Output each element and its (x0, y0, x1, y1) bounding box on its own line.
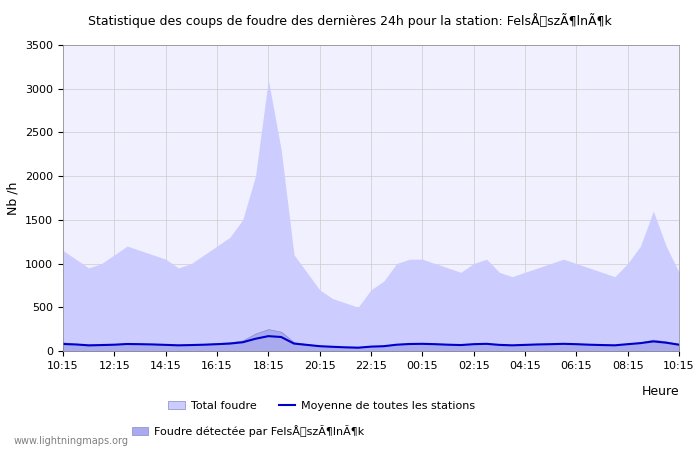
Moyenne de toutes les stations (418, 341, 426, 346)
Moyenne de toutes les stations (559, 341, 568, 346)
Moyenne de toutes les stations (470, 342, 478, 347)
Text: Statistique des coups de foudre des dernières 24h pour la station: FelsÅszÃ¶lnÃ: Statistique des coups de foudre des dern… (88, 14, 612, 28)
Moyenne de toutes les stations (316, 343, 324, 349)
Moyenne de toutes les stations (174, 342, 183, 348)
Moyenne de toutes les stations (482, 341, 491, 346)
Moyenne de toutes les stations (495, 342, 503, 347)
Moyenne de toutes les stations (239, 340, 247, 345)
Legend: Foudre détectée par FelsÅszÃ¶lnÃ¶k: Foudre détectée par FelsÅszÃ¶lnÃ¶k (127, 421, 368, 441)
Moyenne de toutes les stations (302, 342, 311, 347)
Moyenne de toutes les stations (456, 342, 465, 348)
Moyenne de toutes les stations (610, 342, 619, 348)
Moyenne de toutes les stations (148, 342, 157, 347)
Moyenne de toutes les stations (110, 342, 118, 347)
Moyenne de toutes les stations (533, 342, 542, 347)
Moyenne de toutes les stations (431, 342, 440, 347)
Moyenne de toutes les stations (636, 341, 645, 346)
Moyenne de toutes les stations (59, 341, 67, 346)
Moyenne de toutes les stations (367, 344, 375, 349)
Moyenne de toutes les stations (379, 343, 388, 349)
Moyenne de toutes les stations (662, 340, 671, 346)
Moyenne de toutes les stations (136, 342, 144, 347)
Moyenne de toutes les stations (277, 334, 286, 340)
Moyenne de toutes les stations (187, 342, 195, 348)
Moyenne de toutes les stations (328, 344, 337, 350)
Moyenne de toutes les stations (649, 339, 657, 344)
Moyenne de toutes les stations (547, 342, 555, 347)
Moyenne de toutes les stations (508, 342, 517, 348)
Y-axis label: Nb /h: Nb /h (6, 181, 20, 215)
Moyenne de toutes les stations (290, 341, 298, 346)
Moyenne de toutes les stations (585, 342, 594, 347)
Text: www.lightningmaps.org: www.lightningmaps.org (14, 436, 129, 446)
Moyenne de toutes les stations (572, 342, 580, 347)
Line: Moyenne de toutes les stations: Moyenne de toutes les stations (63, 336, 679, 348)
Text: Heure: Heure (641, 385, 679, 398)
Moyenne de toutes les stations (444, 342, 452, 347)
Moyenne de toutes les stations (97, 342, 106, 348)
Moyenne de toutes les stations (251, 336, 260, 342)
Moyenne de toutes les stations (405, 341, 414, 346)
Moyenne de toutes les stations (598, 342, 606, 348)
Moyenne de toutes les stations (354, 345, 363, 351)
Moyenne de toutes les stations (71, 342, 80, 347)
Moyenne de toutes les stations (225, 341, 234, 346)
Moyenne de toutes les stations (264, 333, 272, 339)
Moyenne de toutes les stations (123, 341, 132, 346)
Moyenne de toutes les stations (341, 345, 349, 350)
Moyenne de toutes les stations (213, 342, 221, 347)
Moyenne de toutes les stations (624, 342, 632, 347)
Moyenne de toutes les stations (162, 342, 170, 347)
Moyenne de toutes les stations (521, 342, 529, 347)
Moyenne de toutes les stations (675, 342, 683, 347)
Moyenne de toutes les stations (85, 342, 93, 348)
Moyenne de toutes les stations (200, 342, 209, 347)
Moyenne de toutes les stations (393, 342, 401, 347)
